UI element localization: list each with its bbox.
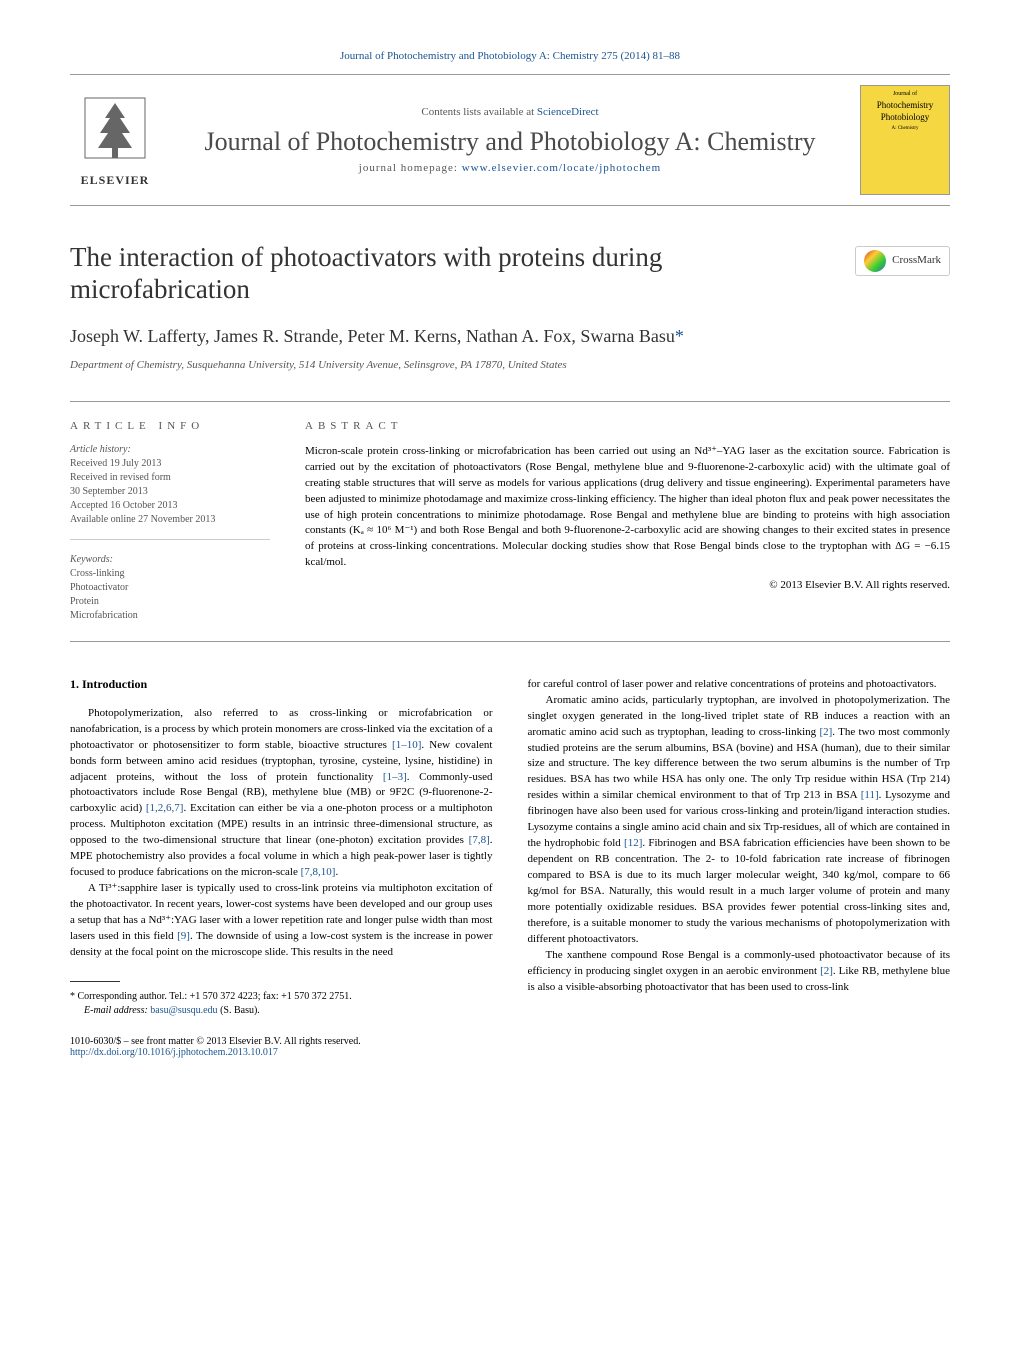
intro-section-title: 1. Introduction bbox=[70, 677, 493, 692]
crossmark-badge[interactable]: CrossMark bbox=[855, 246, 950, 276]
corresponding-asterisk: * bbox=[675, 326, 684, 346]
elsevier-label: ELSEVIER bbox=[70, 173, 160, 188]
elsevier-tree-icon bbox=[80, 93, 150, 163]
contents-prefix: Contents lists available at bbox=[421, 106, 536, 118]
corresponding-text: * Corresponding author. Tel.: +1 570 372… bbox=[70, 990, 493, 1004]
ref-link[interactable]: [2] bbox=[820, 965, 833, 977]
history-label: Article history: bbox=[70, 444, 270, 455]
ref-link[interactable]: [11] bbox=[861, 789, 879, 801]
body-right-column: for careful control of laser power and r… bbox=[528, 677, 951, 1058]
ref-link[interactable]: [1,2,6,7] bbox=[146, 802, 184, 814]
ref-link[interactable]: [9] bbox=[177, 930, 190, 942]
contents-available-line: Contents lists available at ScienceDirec… bbox=[180, 106, 840, 118]
footnote-separator bbox=[70, 981, 120, 982]
abstract-text: Micron-scale protein cross-linking or mi… bbox=[305, 444, 950, 572]
cover-title: Photochemistry Photobiology bbox=[866, 100, 944, 123]
ref-link[interactable]: [7,8,10] bbox=[301, 866, 336, 878]
body-two-column: 1. Introduction Photopolymerization, als… bbox=[70, 677, 950, 1058]
article-history-block: Article history: Received 19 July 2013 R… bbox=[70, 444, 270, 540]
email-label: E-mail address: bbox=[84, 1005, 150, 1016]
journal-cover-thumbnail: Journal of Photochemistry Photobiology A… bbox=[860, 85, 950, 195]
article-info-column: ARTICLE INFO Article history: Received 1… bbox=[70, 420, 270, 623]
article-info-heading: ARTICLE INFO bbox=[70, 420, 270, 432]
journal-header-center: Contents lists available at ScienceDirec… bbox=[160, 106, 860, 174]
ref-link[interactable]: [2] bbox=[819, 726, 832, 738]
intro-para-5: The xanthene compound Rose Bengal is a c… bbox=[528, 948, 951, 996]
homepage-url[interactable]: www.elsevier.com/locate/jphotochem bbox=[462, 162, 661, 174]
header-citation-link[interactable]: Journal of Photochemistry and Photobiolo… bbox=[70, 50, 950, 62]
homepage-label: journal homepage: bbox=[359, 162, 462, 174]
doi-link[interactable]: http://dx.doi.org/10.1016/j.jphotochem.2… bbox=[70, 1047, 278, 1058]
ref-link[interactable]: [12] bbox=[624, 837, 642, 849]
journal-header: ELSEVIER Contents lists available at Sci… bbox=[70, 74, 950, 206]
abstract-column: ABSTRACT Micron-scale protein cross-link… bbox=[305, 420, 950, 623]
keywords-text: Cross-linking Photoactivator Protein Mic… bbox=[70, 567, 270, 623]
info-abstract-row: ARTICLE INFO Article history: Received 1… bbox=[70, 401, 950, 642]
crossmark-icon bbox=[864, 250, 886, 272]
sciencedirect-link[interactable]: ScienceDirect bbox=[537, 106, 599, 118]
intro-para-1: Photopolymerization, also referred to as… bbox=[70, 706, 493, 881]
keywords-block: Keywords: Cross-linking Photoactivator P… bbox=[70, 554, 270, 623]
article-title: The interaction of photoactivators with … bbox=[70, 242, 662, 304]
journal-homepage-line: journal homepage: www.elsevier.com/locat… bbox=[180, 162, 840, 174]
authors-line: Joseph W. Lafferty, James R. Strande, Pe… bbox=[70, 326, 950, 347]
footer-copyright-block: 1010-6030/$ – see front matter © 2013 El… bbox=[70, 1036, 493, 1058]
body-left-column: 1. Introduction Photopolymerization, als… bbox=[70, 677, 493, 1058]
abstract-copyright: © 2013 Elsevier B.V. All rights reserved… bbox=[305, 579, 950, 591]
email-suffix: (S. Basu). bbox=[218, 1005, 260, 1016]
abstract-heading: ABSTRACT bbox=[305, 420, 950, 432]
keywords-label: Keywords: bbox=[70, 554, 270, 565]
crossmark-label: CrossMark bbox=[892, 254, 941, 267]
history-text: Received 19 July 2013 Received in revise… bbox=[70, 457, 270, 527]
intro-para-2: A Ti³⁺:sapphire laser is typically used … bbox=[70, 881, 493, 961]
intro-para-4: Aromatic amino acids, particularly trypt… bbox=[528, 693, 951, 948]
ref-link[interactable]: [1–3] bbox=[383, 771, 407, 783]
elsevier-logo: ELSEVIER bbox=[70, 93, 160, 188]
ref-link[interactable]: [1–10] bbox=[392, 739, 421, 751]
email-line: E-mail address: basu@susqu.edu (S. Basu)… bbox=[70, 1004, 493, 1018]
ref-link[interactable]: [7,8] bbox=[469, 834, 490, 846]
affiliation: Department of Chemistry, Susquehanna Uni… bbox=[70, 359, 950, 371]
footer-line1: 1010-6030/$ – see front matter © 2013 El… bbox=[70, 1036, 493, 1047]
journal-title: Journal of Photochemistry and Photobiolo… bbox=[180, 126, 840, 157]
authors-names: Joseph W. Lafferty, James R. Strande, Pe… bbox=[70, 326, 675, 346]
email-link[interactable]: basu@susqu.edu bbox=[150, 1005, 217, 1016]
corresponding-author-footnote: * Corresponding author. Tel.: +1 570 372… bbox=[70, 990, 493, 1018]
citation-text: Journal of Photochemistry and Photobiolo… bbox=[340, 50, 680, 62]
article-title-block: The interaction of photoactivators with … bbox=[70, 241, 950, 306]
intro-para-3: for careful control of laser power and r… bbox=[528, 677, 951, 693]
